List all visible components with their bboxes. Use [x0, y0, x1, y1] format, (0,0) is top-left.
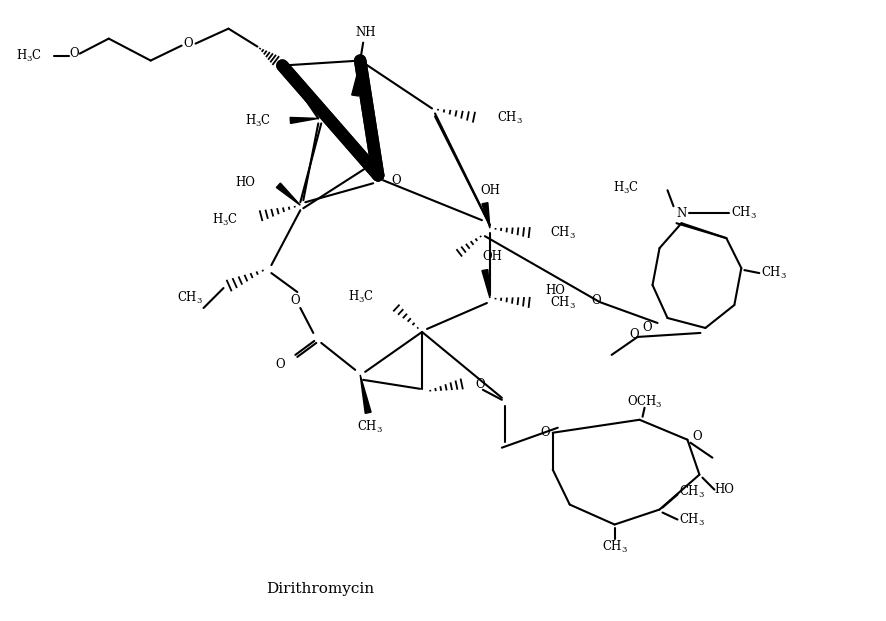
Text: NH: NH [354, 26, 375, 39]
Polygon shape [276, 183, 300, 205]
Text: HO: HO [236, 176, 255, 189]
Text: $\mathregular{CH_3}$: $\mathregular{CH_3}$ [549, 225, 575, 241]
Text: $\mathregular{CH_3}$: $\mathregular{CH_3}$ [679, 484, 704, 500]
Text: HO: HO [713, 483, 734, 496]
Text: HO: HO [544, 284, 564, 297]
Text: $\mathregular{H_3C}$: $\mathregular{H_3C}$ [212, 212, 238, 229]
Text: Dirithromycin: Dirithromycin [266, 582, 374, 596]
Polygon shape [481, 202, 489, 228]
Text: $\mathregular{CH_3}$: $\mathregular{CH_3}$ [177, 290, 203, 306]
Text: O: O [692, 430, 702, 443]
Text: $\mathregular{CH_3}$: $\mathregular{CH_3}$ [760, 265, 787, 281]
Text: O: O [591, 294, 601, 307]
Text: $\mathregular{H_3C}$: $\mathregular{H_3C}$ [245, 114, 271, 129]
Polygon shape [290, 117, 318, 124]
Text: $\mathregular{CH_3}$: $\mathregular{CH_3}$ [496, 111, 523, 127]
Polygon shape [352, 63, 360, 96]
Text: $\mathregular{H_3C}$: $\mathregular{H_3C}$ [16, 48, 43, 63]
Text: O: O [629, 329, 639, 342]
Text: O: O [276, 358, 285, 371]
Text: $\mathregular{CH_3}$: $\mathregular{CH_3}$ [731, 205, 757, 221]
Text: O: O [183, 37, 193, 50]
Text: OH: OH [481, 250, 501, 263]
Text: O: O [391, 174, 400, 187]
Text: O: O [69, 47, 79, 60]
Text: $\mathregular{CH_3}$: $\mathregular{CH_3}$ [549, 295, 575, 311]
Text: O: O [291, 294, 299, 307]
Text: O: O [642, 322, 651, 335]
Text: $\mathregular{H_3C}$: $\mathregular{H_3C}$ [347, 289, 374, 305]
Text: $\mathregular{H_3C}$: $\mathregular{H_3C}$ [613, 180, 639, 196]
Text: $\mathregular{CH_3}$: $\mathregular{CH_3}$ [679, 512, 704, 528]
Text: OH: OH [479, 184, 500, 197]
Polygon shape [360, 375, 370, 414]
Text: $\mathregular{OCH_3}$: $\mathregular{OCH_3}$ [626, 394, 662, 410]
Text: O: O [540, 426, 549, 439]
Text: N: N [676, 207, 686, 220]
Text: $\mathregular{CH_3}$: $\mathregular{CH_3}$ [357, 419, 383, 435]
Text: $\mathregular{CH_3}$: $\mathregular{CH_3}$ [601, 538, 627, 555]
Polygon shape [481, 270, 489, 298]
Text: O: O [475, 378, 484, 391]
